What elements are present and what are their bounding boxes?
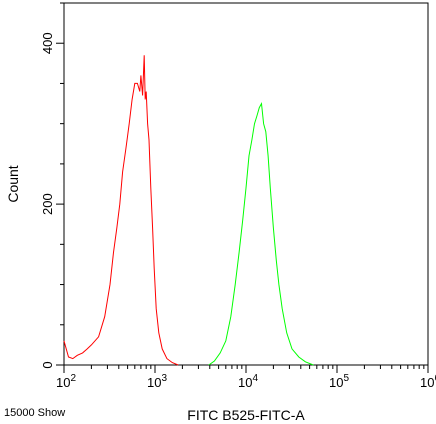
x-tick-exponent: 6	[434, 373, 436, 384]
x-tick-label: 104	[238, 373, 258, 390]
x-tick-label: 106	[420, 373, 436, 390]
x-tick-label: 103	[147, 373, 167, 390]
x-axis-ticks: 102 103 104 105 106	[56, 365, 436, 390]
y-axis-ticks: 0 200 400	[40, 2, 64, 369]
x-tick-exponent: 5	[343, 373, 349, 384]
series-layer	[63, 55, 314, 366]
x-axis-label: FITC B525-FITC-A	[187, 407, 305, 423]
x-tick-exponent: 3	[161, 373, 167, 384]
x-tick-exponent: 2	[70, 373, 76, 384]
x-tick-label: 105	[329, 373, 349, 390]
y-tick-label: 200	[40, 193, 55, 215]
y-axis-label: Count	[5, 165, 21, 202]
histogram-series-1	[63, 55, 179, 366]
event-count-note: 15000 Show	[4, 407, 65, 419]
x-tick-label: 102	[56, 373, 76, 390]
y-tick-label: 0	[40, 361, 55, 368]
histogram-series-2	[208, 101, 314, 366]
x-tick-exponent: 4	[252, 373, 258, 384]
y-tick-label: 400	[40, 32, 55, 54]
